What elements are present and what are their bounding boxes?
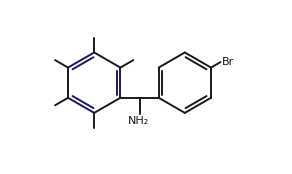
Text: NH₂: NH₂ <box>128 116 149 126</box>
Text: Br: Br <box>222 57 234 67</box>
